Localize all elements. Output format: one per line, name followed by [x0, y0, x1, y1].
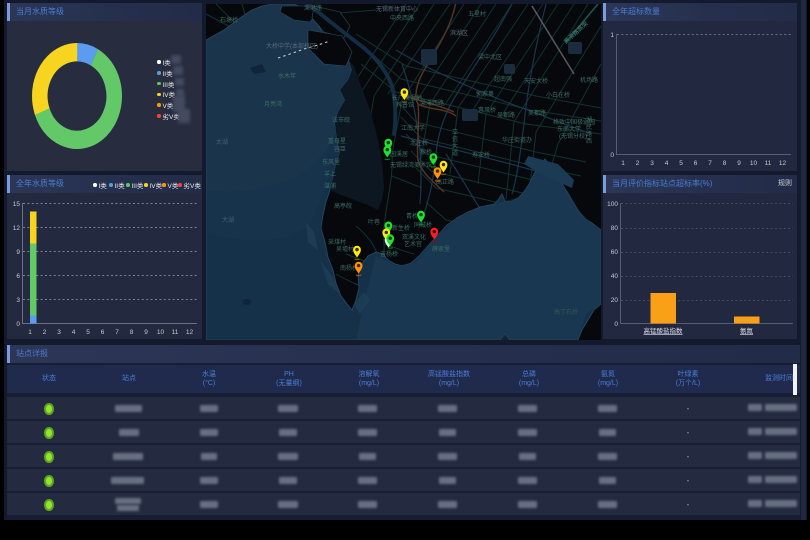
svg-text:8: 8: [723, 160, 727, 167]
svg-text:无锡新体育中心: 无锡新体育中心: [376, 5, 418, 13]
svg-text:叶巷: 叶巷: [368, 218, 380, 226]
svg-text:3: 3: [650, 160, 654, 167]
svg-text:吴都路: 吴都路: [497, 111, 515, 119]
svg-text:2: 2: [43, 329, 47, 336]
svg-text:6: 6: [16, 273, 20, 280]
svg-text:1: 1: [28, 329, 32, 336]
svg-text:吉杨桥: 吉杨桥: [380, 250, 398, 258]
svg-text:月亮湾: 月亮湾: [264, 100, 282, 108]
svg-text:东南大学: 东南大学: [557, 125, 581, 133]
svg-text:粮桥: 粮桥: [420, 148, 432, 156]
svg-text:重母星: 重母星: [328, 137, 346, 145]
svg-text:梁溪西路: 梁溪西路: [420, 99, 444, 107]
svg-text:8: 8: [130, 329, 134, 336]
svg-text:寿安桥: 寿安桥: [472, 151, 490, 159]
svg-text:薛家里: 薛家里: [432, 245, 450, 253]
svg-text:12: 12: [13, 225, 21, 232]
svg-text:100: 100: [607, 201, 618, 208]
svg-text:渔港路: 渔港路: [304, 4, 322, 12]
svg-text:羊上: 羊上: [324, 170, 336, 178]
svg-text:0: 0: [614, 321, 618, 328]
svg-text:青桥: 青桥: [406, 212, 418, 220]
svg-text:郭家奥: 郭家奥: [476, 90, 494, 98]
svg-text:9: 9: [144, 329, 148, 336]
svg-text:11: 11: [172, 329, 179, 336]
svg-text:12: 12: [779, 160, 787, 167]
svg-text:高正路: 高正路: [436, 178, 454, 186]
svg-text:5: 5: [679, 160, 683, 167]
svg-text:(无锡分校): (无锡分校): [559, 132, 587, 140]
svg-text:水木年: 水木年: [278, 72, 296, 80]
svg-text:同城桥: 同城桥: [414, 221, 432, 229]
svg-text:60: 60: [611, 249, 619, 256]
svg-text:3: 3: [57, 329, 61, 336]
svg-text:华庄街道办: 华庄街道办: [502, 136, 532, 144]
svg-text:氨氮: 氨氮: [740, 326, 754, 335]
svg-text:无锡绿湾美术馆: 无锡绿湾美术馆: [390, 161, 432, 169]
svg-text:容臣: 容臣: [334, 145, 346, 153]
svg-text:梁中北区: 梁中北区: [478, 53, 502, 61]
svg-text:东风里: 东风里: [322, 158, 340, 166]
svg-text:湖民路西: 湖民路西: [586, 116, 592, 145]
svg-text:1: 1: [610, 32, 614, 39]
svg-text:10: 10: [157, 329, 165, 336]
svg-text:长广溪湿地: 长广溪湿地: [392, 94, 422, 102]
svg-text:法市皖: 法市皖: [332, 116, 350, 124]
svg-text:5: 5: [86, 329, 90, 336]
svg-text:吴都路: 吴都路: [528, 109, 546, 117]
svg-text:滨湖区: 滨湖区: [450, 29, 468, 37]
svg-text:2: 2: [636, 160, 640, 167]
svg-text:新生桥: 新生桥: [392, 224, 410, 232]
svg-text:高亭皖: 高亭皖: [334, 202, 352, 210]
svg-text:机场路: 机场路: [580, 76, 598, 84]
svg-text:9: 9: [16, 249, 20, 256]
svg-text:9: 9: [737, 160, 741, 167]
svg-text:超南强: 超南强: [494, 75, 512, 83]
svg-text:南杨桥: 南杨桥: [340, 264, 358, 272]
svg-text:江南大学: 江南大学: [401, 124, 425, 132]
svg-text:吴墟村: 吴墟村: [336, 245, 354, 253]
svg-text:双溪文化: 双溪文化: [402, 233, 426, 241]
svg-text:采煤村: 采煤村: [328, 238, 346, 246]
svg-text:格致中国极弱园: 格致中国极弱园: [553, 118, 595, 126]
svg-text:80: 80: [611, 225, 619, 232]
svg-text:7: 7: [708, 160, 712, 167]
svg-text:中央西路: 中央西路: [390, 14, 414, 22]
svg-text:11: 11: [765, 160, 772, 167]
svg-text:惠风桥: 惠风桥: [478, 106, 496, 114]
svg-text:北庄桥: 北庄桥: [410, 139, 428, 147]
svg-text:6: 6: [694, 160, 698, 167]
svg-text:1: 1: [621, 160, 625, 167]
svg-text:石塘桥: 石塘桥: [220, 16, 238, 24]
svg-text:40: 40: [611, 273, 619, 280]
svg-text:0: 0: [610, 152, 614, 159]
svg-text:太湖: 太湖: [216, 138, 228, 146]
svg-text:大湖: 大湖: [222, 216, 234, 224]
svg-text:科普馆: 科普馆: [396, 101, 414, 109]
svg-text:3: 3: [16, 297, 20, 304]
svg-text:天安大桥: 天安大桥: [524, 77, 548, 85]
svg-text:大桥中学(本部校区): 大桥中学(本部校区): [266, 42, 318, 50]
svg-text:4: 4: [665, 160, 669, 167]
svg-text:园溪居: 园溪居: [390, 150, 408, 158]
svg-text:20: 20: [611, 297, 619, 304]
svg-text:小白在桥: 小白在桥: [546, 91, 570, 99]
svg-text:立信大道: 立信大道: [452, 128, 458, 157]
svg-text:0: 0: [16, 321, 20, 328]
svg-text:高锰酸盐指数: 高锰酸盐指数: [644, 326, 684, 335]
svg-text:15: 15: [13, 201, 21, 208]
svg-text:10: 10: [750, 160, 758, 167]
svg-text:五星村: 五星村: [468, 10, 486, 18]
svg-text:7: 7: [115, 329, 119, 336]
svg-text:高丁石桥: 高丁石桥: [554, 308, 578, 316]
svg-text:6: 6: [101, 329, 105, 336]
svg-text:4: 4: [72, 329, 76, 336]
svg-text:12: 12: [186, 329, 194, 336]
svg-text:湛浦: 湛浦: [324, 182, 336, 190]
svg-text:艺术宫: 艺术宫: [404, 240, 422, 248]
